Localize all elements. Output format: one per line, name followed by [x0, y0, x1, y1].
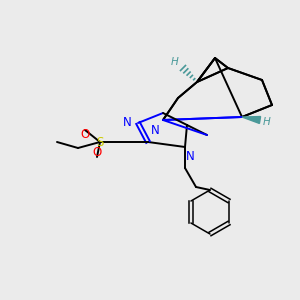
Text: N: N — [186, 149, 194, 163]
Text: O: O — [80, 128, 90, 140]
Text: O: O — [92, 146, 102, 160]
Text: H: H — [171, 57, 179, 67]
Text: N: N — [151, 124, 159, 136]
Text: H: H — [263, 117, 271, 127]
Polygon shape — [242, 116, 261, 124]
Text: N: N — [123, 116, 131, 130]
Text: S: S — [96, 136, 104, 148]
